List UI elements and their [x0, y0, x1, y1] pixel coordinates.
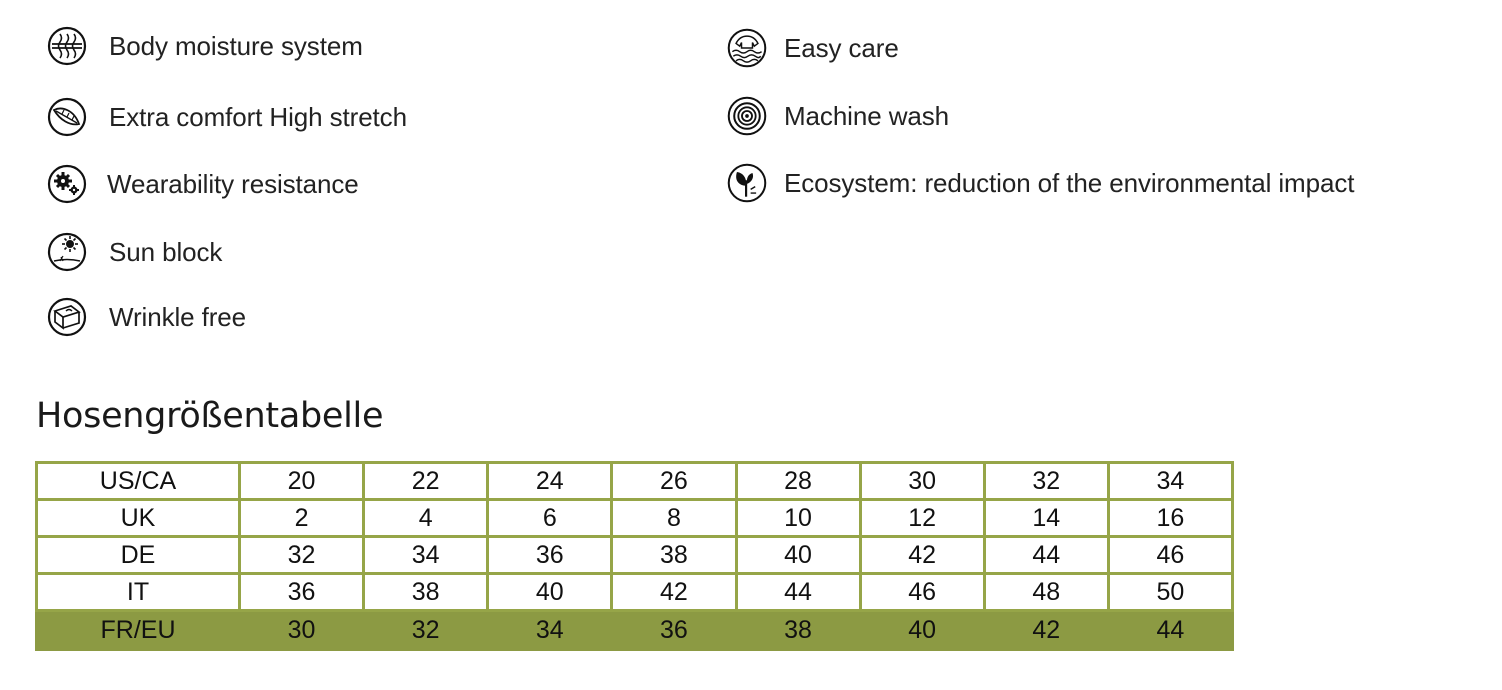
size-cell: 40 [734, 535, 862, 575]
size-cell: 2 [237, 498, 366, 538]
feature-extra-comfort: Extra comfort High stretch [46, 95, 407, 139]
region-cell: UK [35, 498, 241, 538]
size-cell: 40 [858, 609, 986, 651]
size-cell: 42 [610, 572, 738, 612]
size-cell: 16 [1106, 498, 1235, 538]
feather-comfort-icon [46, 96, 88, 138]
feature-easy-care: Easy care [726, 26, 899, 70]
size-cell: 30 [858, 461, 986, 501]
size-cell: 38 [734, 609, 862, 651]
size-cell: 28 [734, 461, 862, 501]
feature-label: Sun block [109, 236, 223, 267]
region-cell: FR/EU [35, 609, 241, 651]
table-row: US/CA 20 22 24 26 28 30 32 34 [35, 461, 1235, 501]
size-table: US/CA 20 22 24 26 28 30 32 34 UK 2 4 6 8 10 12 14 16 DE 32 3… [35, 461, 1235, 651]
size-cell: 8 [610, 498, 738, 538]
table-row: UK 2 4 6 8 10 12 14 16 [35, 498, 1235, 538]
region-cell: US/CA [35, 461, 241, 501]
size-cell: 38 [362, 572, 490, 612]
feature-label: Ecosystem: reduction of the environmenta… [784, 167, 1355, 198]
feature-wearability: Wearability resistance [46, 162, 359, 206]
size-cell: 24 [486, 461, 614, 501]
size-cell: 34 [1106, 461, 1235, 501]
gears-icon [46, 163, 88, 205]
size-cell: 32 [362, 609, 490, 651]
size-cell: 34 [486, 609, 614, 651]
size-cell: 14 [982, 498, 1110, 538]
size-table-body: US/CA 20 22 24 26 28 30 32 34 UK 2 4 6 8 10 12 14 16 DE 32 3… [35, 461, 1235, 651]
size-cell: 42 [858, 535, 986, 575]
size-cell: 36 [610, 609, 738, 651]
feature-label: Body moisture system [109, 30, 363, 61]
feature-label: Easy care [784, 32, 899, 63]
size-cell: 32 [982, 461, 1110, 501]
size-cell: 44 [982, 535, 1110, 575]
size-cell: 10 [734, 498, 862, 538]
feature-body-moisture: Body moisture system [46, 24, 363, 68]
size-cell: 46 [858, 572, 986, 612]
feature-label: Wrinkle free [109, 301, 247, 332]
table-row: DE 32 34 36 38 40 42 44 46 [35, 535, 1235, 575]
size-cell: 32 [237, 535, 366, 575]
size-cell: 36 [237, 572, 366, 612]
size-cell: 34 [362, 535, 490, 575]
wrinkle-free-icon [46, 296, 88, 338]
size-cell: 50 [1106, 572, 1235, 612]
size-cell: 44 [734, 572, 862, 612]
machine-wash-icon [726, 95, 768, 137]
size-cell: 20 [237, 461, 366, 501]
body-moisture-icon [46, 25, 88, 67]
feature-label: Wearability resistance [107, 168, 359, 199]
region-cell: DE [35, 535, 241, 575]
region-cell: IT [35, 572, 241, 612]
table-row: FR/EU 30 32 34 36 38 40 42 44 [35, 609, 1235, 651]
size-cell: 48 [982, 572, 1110, 612]
size-cell: 12 [858, 498, 986, 538]
size-table-title: Hosengrößentabelle [36, 396, 384, 436]
size-cell: 22 [362, 461, 490, 501]
feature-wrinkle-free: Wrinkle free [46, 295, 246, 339]
size-cell: 38 [610, 535, 738, 575]
eco-leaf-icon [726, 162, 768, 204]
table-row: IT 36 38 40 42 44 46 48 50 [35, 572, 1235, 612]
size-cell: 36 [486, 535, 614, 575]
size-cell: 42 [982, 609, 1110, 651]
size-cell: 6 [486, 498, 614, 538]
sun-block-icon [46, 231, 88, 273]
size-cell: 4 [362, 498, 490, 538]
size-cell: 26 [610, 461, 738, 501]
easy-care-icon [726, 27, 768, 69]
feature-label: Extra comfort High stretch [109, 101, 407, 132]
feature-sun-block: Sun block [46, 230, 222, 274]
size-cell: 30 [237, 609, 366, 651]
feature-machine-wash: Machine wash [726, 94, 949, 138]
size-cell: 44 [1106, 609, 1235, 651]
size-cell: 40 [486, 572, 614, 612]
feature-label: Machine wash [784, 100, 949, 131]
size-cell: 46 [1106, 535, 1235, 575]
feature-ecosystem: Ecosystem: reduction of the environmenta… [726, 161, 1354, 205]
